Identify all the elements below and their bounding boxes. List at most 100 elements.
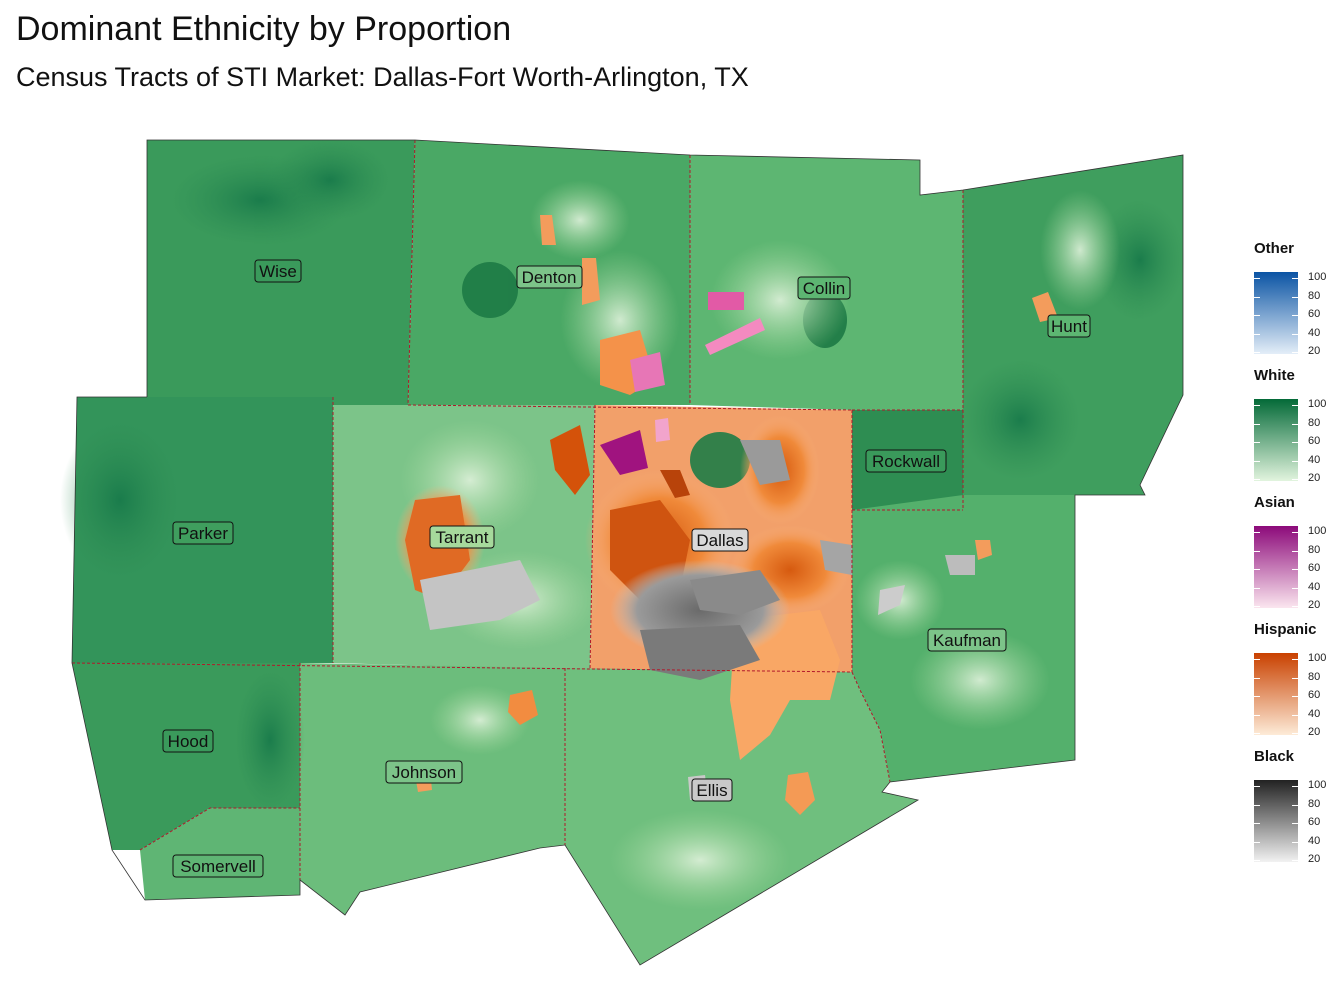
legend-tick-mark	[1292, 823, 1298, 824]
legend-title: Hispanic	[1254, 621, 1317, 638]
legend-tick-mark	[1292, 606, 1298, 607]
legend-tick-mark	[1292, 405, 1298, 406]
legend-tick-mark	[1292, 278, 1298, 279]
legend-tick-mark	[1254, 315, 1260, 316]
legend-hispanic: Hispanic 100 80 60 40 20	[1252, 621, 1342, 741]
legend-tick-mark	[1292, 460, 1298, 462]
legend-colorbar	[1254, 653, 1298, 735]
legend-tick-mark	[1292, 423, 1298, 425]
legend-tick-mark	[1254, 405, 1260, 406]
legend-black: Black 100 80 60 40 20	[1252, 748, 1342, 868]
legend-tick-mark	[1254, 278, 1260, 279]
legend-tick-mark	[1254, 677, 1260, 679]
svg-text:Wise: Wise	[259, 262, 297, 281]
black-tracts	[420, 440, 975, 800]
county-label-collin: Collin	[797, 276, 851, 300]
legend-tick-mark	[1292, 442, 1298, 443]
legend-title: Black	[1254, 748, 1295, 765]
map-subtitle: Census Tracts of STI Market: Dallas-Fort…	[16, 62, 749, 92]
legend-tick-mark	[1254, 423, 1260, 425]
svg-text:Ellis: Ellis	[696, 781, 727, 800]
svg-text:Dallas: Dallas	[696, 531, 743, 550]
svg-text:Denton: Denton	[522, 268, 577, 287]
legend-tick-mark	[1292, 296, 1298, 298]
legend-colorbar	[1254, 272, 1298, 354]
legend-tick-label: 80	[1308, 416, 1321, 429]
legend-tick-label: 80	[1308, 543, 1321, 556]
legend-title: Other	[1254, 240, 1295, 257]
asian-tracts	[600, 292, 765, 475]
legend-tick-label: 20	[1308, 345, 1321, 357]
legend-tick-mark	[1254, 804, 1260, 806]
legend-tick-label: 80	[1308, 797, 1321, 810]
legend-tick-mark	[1254, 696, 1260, 697]
legend-tick-mark	[1292, 733, 1298, 734]
svg-text:Kaufman: Kaufman	[933, 631, 1001, 650]
legend-tick-mark	[1292, 550, 1298, 552]
svg-text:Somervell: Somervell	[180, 857, 256, 876]
legend-tick-mark	[1292, 714, 1298, 716]
county-label-hood: Hood	[162, 729, 214, 753]
legend-tick-mark	[1292, 696, 1298, 697]
legend-tick-mark	[1254, 823, 1260, 824]
legend-tick-mark	[1254, 296, 1260, 298]
legend-tick-mark	[1292, 587, 1298, 589]
legend-tick-mark	[1254, 860, 1260, 861]
legend-tick-mark	[1254, 569, 1260, 570]
legend-tick-mark	[1292, 352, 1298, 353]
svg-text:Hood: Hood	[168, 732, 209, 751]
legend-asian: Asian 100 80 60 40 20	[1252, 494, 1342, 614]
county-label-somervell: Somervell	[172, 854, 264, 878]
legend-tick-label: 60	[1308, 816, 1321, 828]
legend-tick-mark	[1292, 804, 1298, 806]
legend-tick-label: 100	[1308, 271, 1327, 283]
legend-tick-label: 40	[1308, 707, 1321, 720]
legend-tick-mark	[1254, 714, 1260, 716]
legend-tick-mark	[1292, 677, 1298, 679]
legend-tick-mark	[1254, 442, 1260, 443]
svg-text:Johnson: Johnson	[392, 763, 456, 782]
legend-tick-label: 100	[1308, 525, 1327, 537]
county-label-rockwall: Rockwall	[865, 449, 947, 473]
legend-tick-label: 40	[1308, 453, 1321, 466]
legend-tick-label: 40	[1308, 580, 1321, 593]
legend-tick-mark	[1254, 479, 1260, 480]
legend-tick-label: 100	[1308, 779, 1327, 791]
svg-text:Collin: Collin	[803, 279, 846, 298]
legend-tick-label: 20	[1308, 726, 1321, 738]
legend-tick-label: 60	[1308, 562, 1321, 574]
legend-tick-mark	[1254, 606, 1260, 607]
legend-tick-mark	[1292, 532, 1298, 533]
dfw-census-tract-map: Wise Denton Collin Hunt Parker Tarrant D…	[60, 139, 1185, 966]
legend-tick-mark	[1254, 786, 1260, 787]
legend-tick-mark	[1254, 841, 1260, 843]
legend-tick-label: 20	[1308, 853, 1321, 865]
county-label-wise: Wise	[254, 259, 302, 283]
legend-tick-mark	[1254, 460, 1260, 462]
legend-tick-label: 20	[1308, 472, 1321, 484]
legend-tick-label: 100	[1308, 652, 1327, 664]
legend-tick-mark	[1254, 659, 1260, 660]
map-title: Dominant Ethnicity by Proportion	[16, 10, 512, 48]
legend-tick-mark	[1292, 479, 1298, 480]
legend-tick-label: 60	[1308, 308, 1321, 320]
legend-tick-mark	[1254, 587, 1260, 589]
county-label-parker: Parker	[172, 521, 234, 545]
svg-text:Parker: Parker	[178, 524, 228, 543]
legend-title: Asian	[1254, 494, 1295, 511]
legend-colorbar	[1254, 526, 1298, 608]
county-label-hunt: Hunt	[1047, 314, 1091, 338]
legend-tick-mark	[1254, 352, 1260, 353]
market-outline	[71, 139, 1184, 966]
county-boundaries	[71, 139, 964, 880]
legend-tick-label: 60	[1308, 689, 1321, 701]
legend-tick-mark	[1292, 569, 1298, 570]
svg-text:Tarrant: Tarrant	[436, 528, 489, 547]
legend-tick-mark	[1292, 333, 1298, 335]
legend-colorbar	[1254, 780, 1298, 862]
legend-tick-mark	[1254, 333, 1260, 335]
svg-text:Rockwall: Rockwall	[872, 452, 940, 471]
legend-tick-label: 80	[1308, 670, 1321, 683]
legend-tick-label: 20	[1308, 599, 1321, 611]
legend-tick-label: 40	[1308, 326, 1321, 339]
